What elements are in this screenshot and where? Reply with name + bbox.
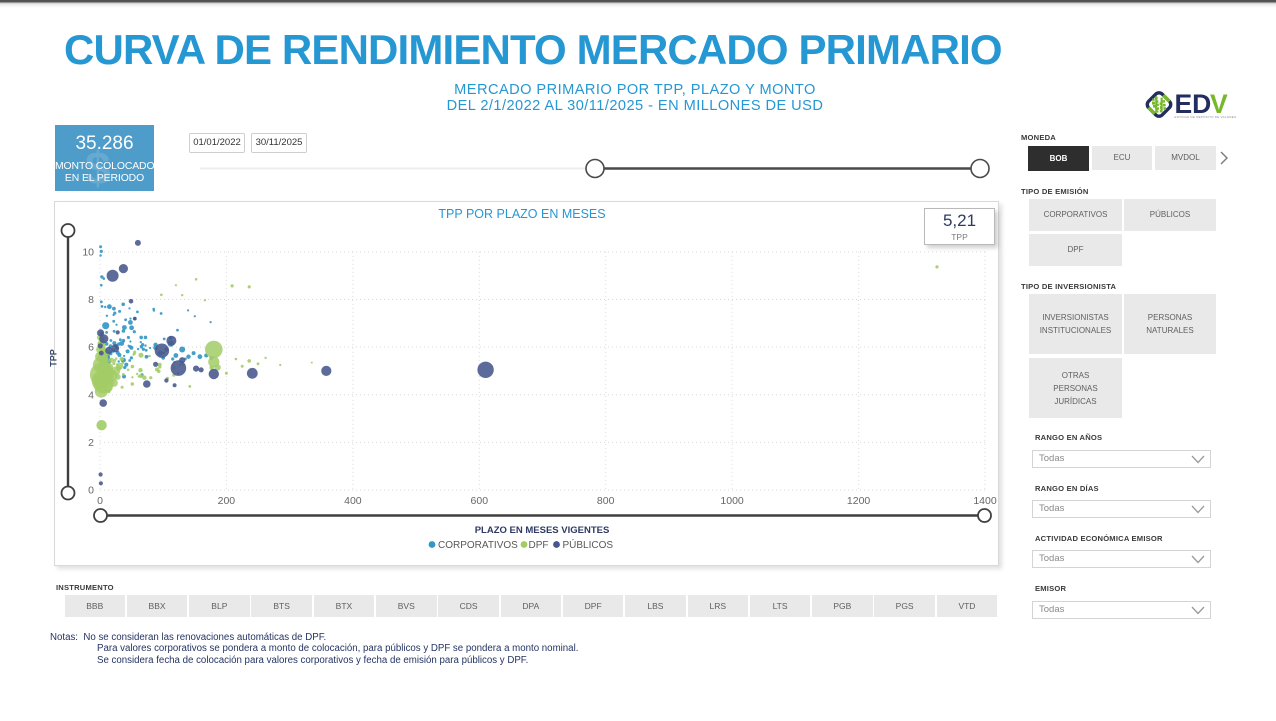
svg-text:10: 10 <box>82 246 94 258</box>
svg-text:PÚBLICOS: PÚBLICOS <box>563 538 614 551</box>
svg-text:ED: ED <box>1175 89 1212 119</box>
svg-text:6: 6 <box>88 342 94 354</box>
svg-text:600: 600 <box>471 495 489 507</box>
svg-text:400: 400 <box>344 495 362 507</box>
svg-text:ENTIDAD DE DEPÓSITO DE VALORES: ENTIDAD DE DEPÓSITO DE VALORES <box>1175 114 1237 119</box>
svg-text:800: 800 <box>597 495 615 507</box>
svg-text:PLAZO EN MESES VIGENTES: PLAZO EN MESES VIGENTES <box>475 525 610 536</box>
svg-text:TPP: TPP <box>49 349 59 367</box>
svg-text:2: 2 <box>88 437 94 449</box>
svg-text:8: 8 <box>88 294 94 306</box>
svg-text:1000: 1000 <box>720 495 744 507</box>
svg-text:1400: 1400 <box>973 495 997 507</box>
svg-text:0: 0 <box>88 485 94 497</box>
svg-text:TPP POR PLAZO EN MESES: TPP POR PLAZO EN MESES <box>438 207 605 221</box>
svg-text:DPF: DPF <box>529 540 549 551</box>
svg-text:200: 200 <box>218 495 236 507</box>
svg-text:4: 4 <box>88 389 94 401</box>
svg-text:1200: 1200 <box>847 495 871 507</box>
svg-text:V: V <box>1210 89 1228 119</box>
svg-text:0: 0 <box>97 495 103 507</box>
svg-text:CORPORATIVOS: CORPORATIVOS <box>438 540 518 551</box>
